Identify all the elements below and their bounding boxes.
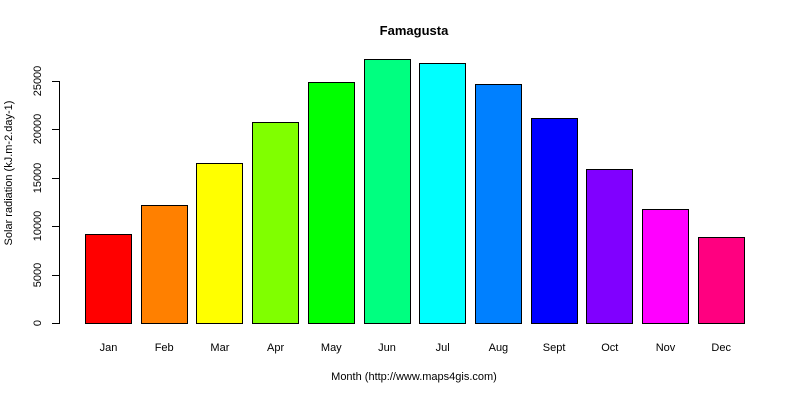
x-tick-label: Sept: [542, 342, 566, 354]
x-tick-label: Jun: [378, 342, 396, 354]
x-tick-label: Aug: [488, 342, 509, 354]
x-tick-label: Feb: [154, 342, 174, 354]
bar-jun: [363, 58, 411, 324]
chart-title: Famagusta: [379, 23, 449, 38]
bar-oct: [586, 169, 634, 324]
bar-feb: [140, 204, 188, 324]
y-tick: [52, 274, 59, 276]
y-tick: [52, 177, 59, 179]
x-tick-label: Apr: [267, 342, 285, 354]
y-tick-label: 5000: [32, 262, 44, 287]
y-tick: [52, 323, 59, 324]
y-axis-label: Solar radiation (kJ.m-2.day-1): [3, 100, 15, 246]
bar-mar: [196, 163, 244, 324]
x-tick-label: Dec: [711, 342, 731, 354]
x-tick-label: Nov: [655, 342, 676, 354]
x-tick-label: May: [320, 342, 342, 354]
y-tick-label: 25000: [32, 65, 44, 97]
bar-aug: [474, 83, 522, 324]
y-tick-label: 10000: [32, 210, 44, 242]
x-tick-label: Jul: [435, 342, 450, 354]
x-tick-label: Mar: [210, 342, 230, 354]
y-tick-label: 20000: [32, 114, 44, 145]
bar-dec: [697, 236, 745, 324]
bar-may: [307, 81, 355, 324]
y-tick: [52, 81, 59, 82]
y-tick-label: 15000: [32, 162, 44, 194]
x-axis-label: Month (http://www.maps4gis.com): [331, 371, 497, 383]
bar-nov: [642, 208, 689, 324]
y-tick-label: 0: [32, 319, 44, 327]
y-tick: [52, 226, 59, 228]
bar-apr: [252, 121, 300, 324]
y-axis-line: [59, 81, 60, 324]
y-tick: [52, 129, 59, 131]
x-tick-label: Oct: [601, 342, 619, 354]
bar-jul: [419, 62, 467, 324]
bar-jan: [85, 233, 132, 324]
x-tick-label: Jan: [99, 342, 118, 354]
bar-sept: [530, 117, 578, 324]
